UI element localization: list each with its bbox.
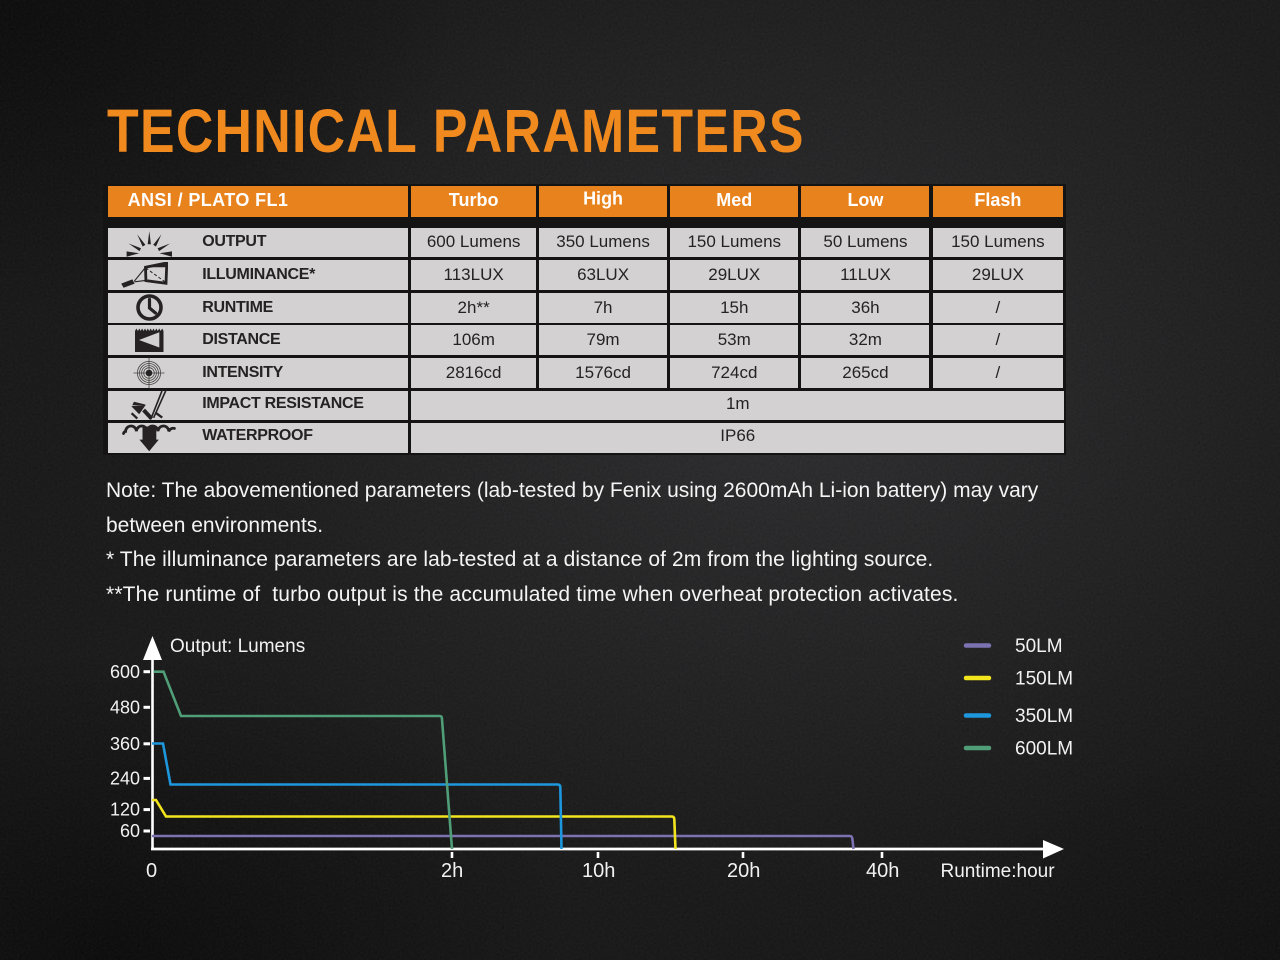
svg-text:480: 480	[110, 698, 140, 718]
svg-text:50LM: 50LM	[1015, 636, 1063, 657]
svg-text:Output: Lumens: Output: Lumens	[170, 636, 305, 657]
svg-text:60: 60	[120, 821, 140, 841]
svg-text:2h: 2h	[441, 860, 463, 882]
svg-text:Runtime:hour: Runtime:hour	[941, 861, 1056, 882]
svg-text:120: 120	[110, 800, 140, 820]
svg-text:20h: 20h	[727, 860, 760, 882]
svg-text:240: 240	[110, 769, 140, 789]
svg-text:0: 0	[146, 860, 157, 882]
svg-text:600: 600	[110, 662, 140, 682]
svg-text:10h: 10h	[582, 860, 615, 882]
svg-text:150LM: 150LM	[1015, 669, 1073, 690]
svg-text:600LM: 600LM	[1015, 739, 1073, 760]
svg-text:40h: 40h	[866, 860, 899, 882]
svg-text:360: 360	[110, 734, 140, 754]
svg-text:350LM: 350LM	[1015, 706, 1073, 727]
